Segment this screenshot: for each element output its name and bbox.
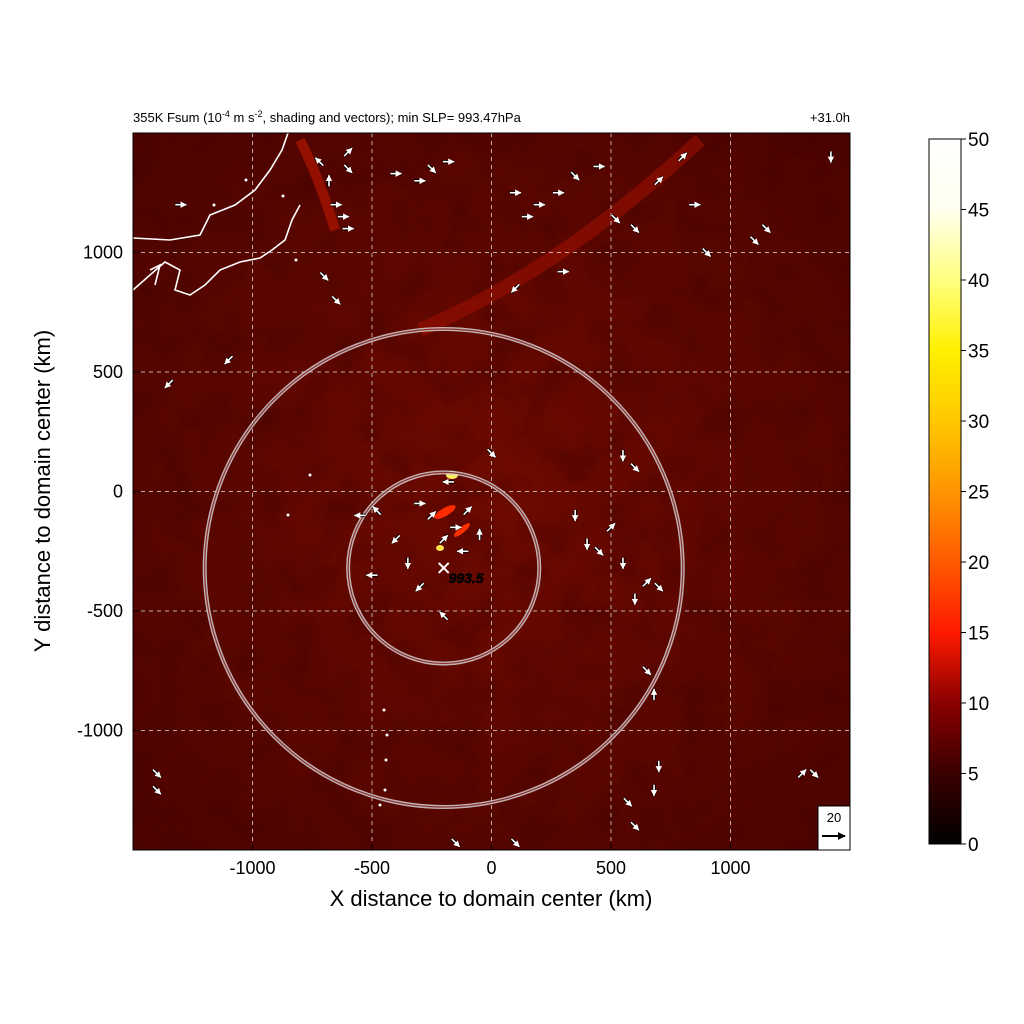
x-axis-label: X distance to domain center (km) [330,886,653,911]
wind-vector [809,769,819,778]
wind-vector [630,224,640,234]
wind-vector [623,797,633,807]
field-texture [133,133,850,850]
y-tick-label: 1000 [83,243,123,263]
wind-vector [451,838,461,848]
colorbar-tick-label: 20 [968,553,989,574]
wind-vector [749,236,759,246]
wind-vector [642,666,652,676]
island-chain [286,473,389,807]
x-tick-label: 1000 [710,858,750,878]
reference-vector-label: 20 [827,810,841,825]
wind-vector [797,769,807,778]
radius-ring-inner [204,328,684,808]
colorbar-tick-label: 5 [968,765,979,786]
colorbar-ticks: 0 5 10 15 20 25 30 35 40 45 50 [961,130,989,856]
x-tick-label: 0 [486,858,496,878]
wind-vector [319,271,329,281]
wind-vector [331,295,341,305]
wind-vector [164,379,174,389]
wind-vector [152,769,162,778]
colorbar-tick-label: 45 [968,201,989,222]
wind-vector [463,506,473,516]
wind-vector [702,248,712,257]
wind-vector [427,164,437,174]
colorbar-tick-label: 30 [968,412,989,433]
y-tick-label: -500 [87,601,123,621]
wind-vector [678,152,688,162]
frontal-band-2 [295,137,340,232]
center-x-marker [437,562,450,574]
colorbar-tick-label: 50 [968,130,989,151]
wind-vector [152,785,162,795]
wind-vector [642,577,652,587]
y-tick-label: 500 [93,362,123,382]
radius-ring-inner [347,471,540,665]
coastline [133,133,301,296]
cyclone-center: 993.5 [437,562,484,586]
colorbar-tick-label: 0 [968,835,979,856]
plot-area: 993.5 [133,133,850,850]
wind-vector [427,510,437,520]
colorbar-tick-label: 10 [968,694,989,715]
wind-vector [606,522,616,532]
wind-vector [224,355,234,365]
reference-vector-box: 20 [817,805,851,851]
wind-vector [570,171,580,181]
wind-vector [510,283,520,293]
radius-rings [202,326,685,809]
y-tick-label: 0 [113,482,123,502]
colorbar-tick-label: 25 [968,483,989,504]
wind-vector [314,157,324,167]
wind-vector [343,147,353,157]
wind-vector [439,534,449,544]
y-tick-label: -1000 [77,721,123,741]
wind-vector [654,176,664,186]
center-pressure-label: 993.5 [449,570,484,586]
wind-vector [630,463,640,473]
x-tick-label: 500 [596,858,626,878]
colorbar [928,138,962,845]
colorbar-tick-label: 35 [968,342,989,363]
wind-vector [439,611,449,621]
chart-title: 355K Fsum (10-4 m s-2, shading and vecto… [133,109,522,125]
x-tick-label: -500 [354,858,390,878]
wind-vector [611,214,621,224]
colorbar-tick-label: 15 [968,624,989,645]
vector-field [151,146,835,848]
wind-vector [510,838,520,848]
wind-vector [415,582,425,592]
wind-vector [487,448,496,458]
wind-vector [372,506,382,516]
x-axis-ticks: -1000 -500 0 500 1000 [229,844,751,878]
y-axis-label: Y distance to domain center (km) [30,330,55,652]
wind-vector [343,164,353,174]
colorbar-tick-label: 40 [968,271,989,292]
wind-vector [594,546,604,556]
wind-vector [630,821,640,831]
wind-vector [654,582,664,592]
x-tick-label: -1000 [229,858,275,878]
y-axis-ticks: 1000 500 0 -500 -1000 [77,243,139,741]
wind-vector [391,534,401,544]
forecast-time-label: +31.0h [810,110,850,125]
wind-vector [761,224,771,234]
